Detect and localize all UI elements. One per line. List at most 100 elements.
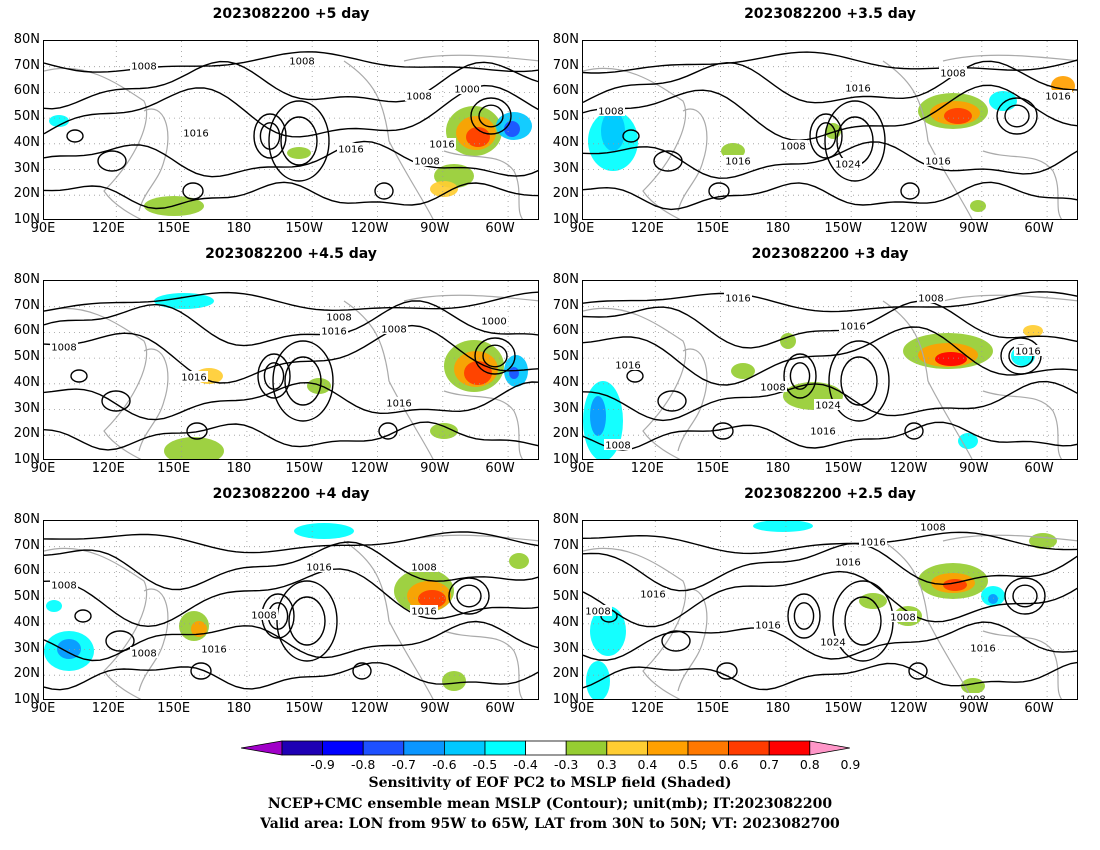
lon-tick-label: 120W [350,221,389,236]
lat-tick-label: 80N [13,272,40,287]
map-panel: 1016 1008 1016 1016 1016 1008 1024 1016 1008 [582,280,1078,460]
lon-tick-label: 60W [485,701,515,716]
map-panel: 1008 1008 1016 1008 1000 1016 1016 [43,280,539,460]
panel-title: 2023082200 +4 day [212,486,370,502]
contour-label: 1008 [605,441,630,452]
lon-tick-label: 120E [91,221,125,236]
lat-tick-label: 20N [13,186,40,202]
lon-tick-label: 90E [569,701,595,716]
lon-tick-label: 150W [285,461,324,476]
sensitivity-shading [57,639,81,659]
lat-tick-label: 70N [13,537,40,553]
contour-label: 1016 [845,84,870,95]
colorbar-segment [687,740,729,756]
lat-tick-label: 60N [13,323,40,339]
lon-tick-label: 90W [420,461,450,476]
lat-tick-label: 20N [13,666,40,682]
lat-tick-label: 40N [552,614,579,630]
contour-label: 1016 [640,590,665,601]
colorbar-segment [484,740,526,756]
lat-tick-label: 40N [13,614,40,630]
lat-tick-label: 80N [552,272,579,287]
colorbar-segment [646,740,689,756]
map-panel: 1008 1008 1008 1000 1016 1016 1016 1008 [43,40,539,220]
contour-label: 1016 [970,644,995,655]
colorbar-segment [403,740,445,756]
lat-tick-label: 20N [552,666,579,682]
colorbar-tick-label: 0.7 [759,757,780,772]
lon-tick-label: 180 [226,221,252,236]
contour-label: 1008 [890,613,915,624]
lat-tick-label: 30N [552,640,579,656]
sensitivity-shading [504,121,520,137]
coastline [44,54,538,219]
lat-tick-label: 70N [552,57,579,73]
lon-tick-label: 60W [485,221,515,236]
sensitivity-shading [430,423,458,439]
lat-tick-label: 70N [552,297,579,313]
lat-tick-label: 40N [552,134,579,150]
lon-tick-label: 180 [226,701,252,716]
lon-tick-label: 90E [30,461,56,476]
contour-label: 1024 [835,160,860,171]
colorbar-tick-label: -0.5 [472,757,498,772]
lat-tick-label: 50N [13,589,40,605]
contour-label: 1008 [585,607,610,618]
panel-title: 2023082200 +2.5 day [744,486,916,502]
lat-tick-label: 60N [13,83,40,99]
lat-tick-label: 60N [552,563,579,579]
mslp-contours [583,291,1077,451]
panel-title: 2023082200 +3.5 day [744,6,916,22]
lon-tick-label: 120W [350,461,389,476]
lon-tick-label: 90E [569,461,595,476]
lon-tick-label: 60W [1024,461,1054,476]
sensitivity-shading [731,363,755,379]
contour-label: 1008 [414,157,439,168]
sensitivity-shading [935,352,967,366]
contour-label: 1016 [755,621,780,632]
lat-tick-label: 40N [13,134,40,150]
lat-tick-label: 20N [13,426,40,442]
contour-label: 1024 [820,638,845,649]
lon-tick-label: 150E [157,221,191,236]
colorbar-tick-label: -0.6 [432,757,457,772]
contour-label: 1016 [835,558,860,569]
colorbar-tick-label: 0.3 [596,757,617,772]
lon-tick-label: 120E [630,701,664,716]
lat-tick-label: 70N [13,57,40,73]
contour-label: 1008 [940,69,965,80]
contour-label: 1008 [406,92,431,103]
colorbar-tick-label: 0.8 [799,757,820,772]
contour-label: 1008 [760,383,785,394]
colorbar-segment [443,740,486,756]
lon-tick-label: 90W [959,461,989,476]
lat-tick-label: 10N [552,692,579,707]
sensitivity-shading [430,181,458,197]
lon-tick-label: 90W [959,701,989,716]
mslp-contours [44,51,538,210]
colorbar-tick-label: 0.4 [637,757,658,772]
lon-tick-label: 120W [889,461,928,476]
contour-label: 1016 [181,373,206,384]
grid-lines [583,521,1077,699]
contour-label: 1008 [289,57,314,68]
contour-label: 1008 [960,695,985,701]
contour-label: 1016 [840,322,865,333]
map-canvas: 1008 1008 1016 1008 1000 1016 1016 [44,281,538,459]
sensitivity-shading [590,396,606,436]
sensitivity-shading [418,590,446,608]
colorbar-tick-label: -0.7 [391,757,416,772]
mslp-contours [583,51,1077,211]
colorbar-segment [281,740,323,756]
sensitivity-shading [509,553,529,569]
sensitivity-shading [958,433,978,449]
grid-lines [583,41,1077,219]
caption-line3: Valid area: LON from 95W to 65W, LAT fro… [260,816,840,832]
panel-title: 2023082200 +5 day [212,6,370,22]
sensitivity-shading [944,108,972,124]
lon-tick-label: 60W [1024,221,1054,236]
lon-tick-label: 120E [630,461,664,476]
sensitivity-shading [693,75,713,87]
lat-tick-label: 10N [552,212,579,227]
contour-label: 1016 [411,607,436,618]
